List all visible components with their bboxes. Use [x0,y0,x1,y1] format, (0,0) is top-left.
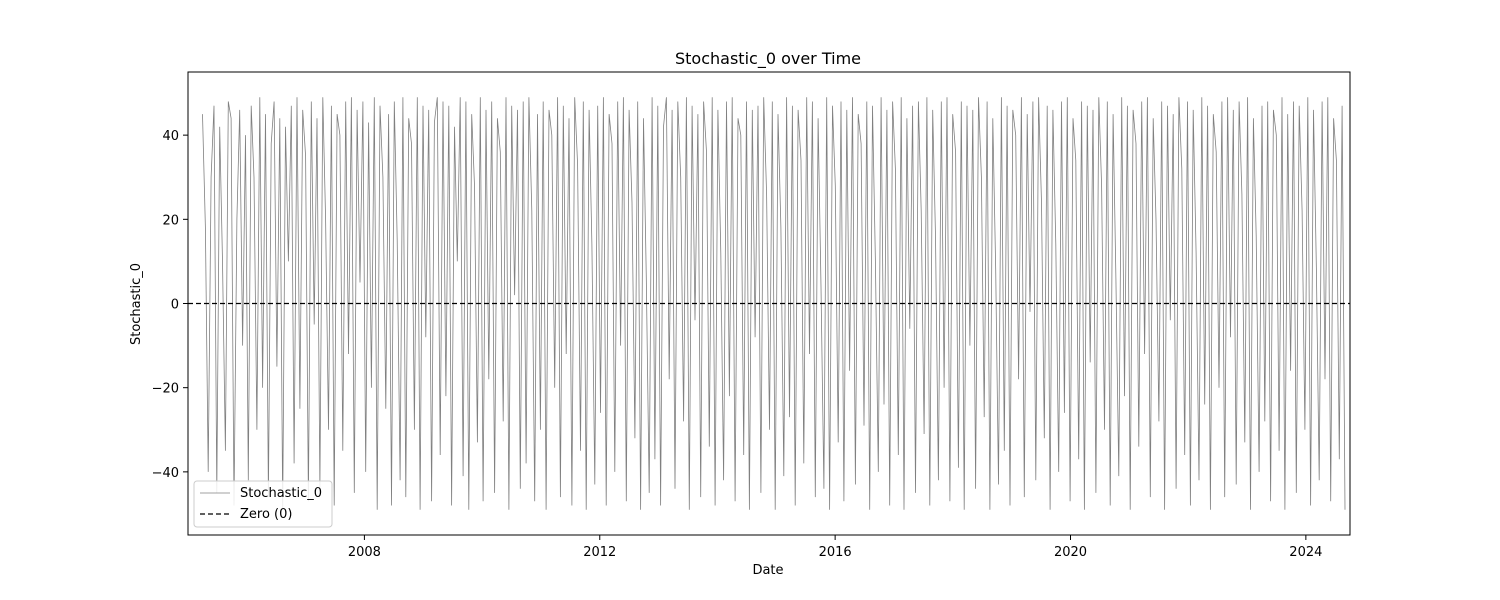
x-tick-label-2012: 2012 [583,545,616,560]
x-axis-ticks: 2008 2012 2016 2020 2024 [348,535,1322,560]
y-tick-label--40: −40 [152,466,179,481]
y-tick-label-20: 20 [162,213,179,228]
legend: Stochastic_0 Zero (0) [193,480,333,528]
plot-area [188,97,1350,510]
x-axis-label: Date [752,563,783,578]
legend-label-stochastic-0: Stochastic_0 [240,486,322,501]
y-axis-label: Stochastic_0 [129,263,144,345]
y-axis-ticks: 40 20 0 −20 −40 [152,129,188,481]
y-tick-label-40: 40 [162,129,179,144]
legend-label-zero: Zero (0) [240,507,292,522]
legend-box [193,480,333,528]
x-tick-label-2008: 2008 [348,545,381,560]
y-tick-label-0: 0 [171,298,179,313]
x-tick-label-2024: 2024 [1289,545,1322,560]
x-tick-label-2016: 2016 [819,545,852,560]
x-tick-label-2020: 2020 [1054,545,1087,560]
y-tick-label--20: −20 [152,382,179,397]
chart-title: Stochastic_0 over Time [675,49,861,69]
